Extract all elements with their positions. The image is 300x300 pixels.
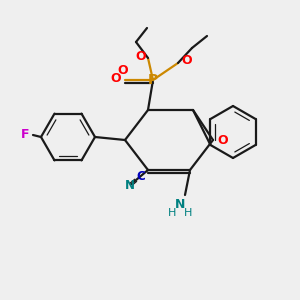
Text: P: P	[148, 73, 158, 87]
Text: O: O	[136, 50, 146, 62]
Text: O: O	[182, 55, 192, 68]
Text: F: F	[21, 128, 29, 140]
Text: O: O	[111, 73, 121, 85]
Text: O: O	[218, 134, 228, 146]
Text: N: N	[124, 179, 135, 192]
Text: C: C	[136, 170, 145, 183]
Text: O: O	[118, 64, 128, 77]
Text: N: N	[175, 199, 185, 212]
Text: H: H	[168, 208, 176, 218]
Text: H: H	[184, 208, 192, 218]
